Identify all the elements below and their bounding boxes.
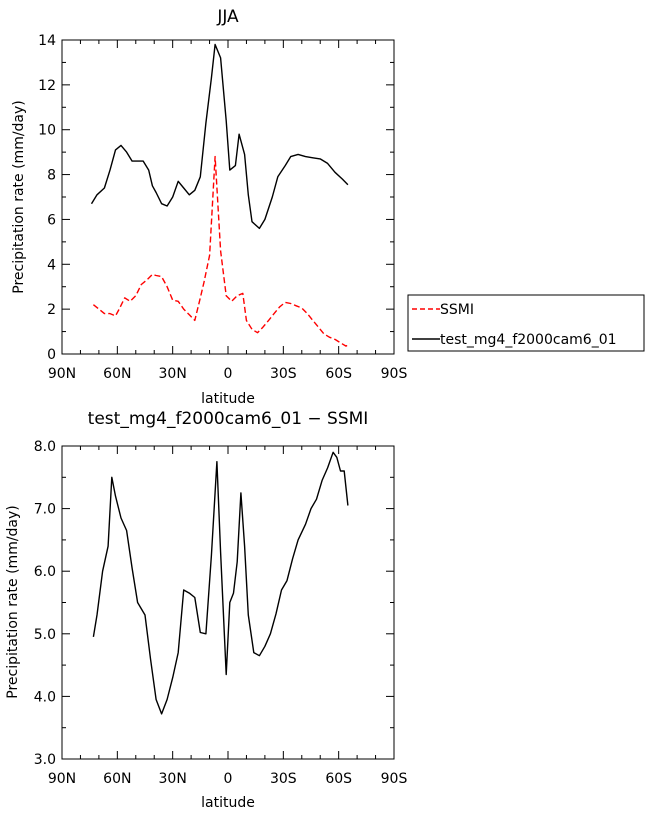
chart-top-title: JJA (216, 7, 239, 27)
bottom-xtick-label: 60N (103, 771, 131, 787)
legend-frame (407, 294, 645, 352)
chart-bottom-xlabel: latitude (201, 795, 255, 811)
chart-top-legend: SSMI test_mg4_f2000cam6_01 (407, 294, 645, 352)
bottom-ytick-label: 6.0 (34, 564, 56, 580)
top-xtick-label: 30S (270, 366, 297, 382)
top-xtick-label: 90N (48, 366, 76, 382)
chart-top-series (90, 43, 351, 347)
chart-top-panel: JJA 90N 60N 30N 0 30S 60S 90S 0 2 4 6 8 10 12 14 latit… (11, 7, 407, 407)
bottom-xtick-label: 60S (325, 771, 352, 787)
top-ytick-label: 4 (47, 257, 56, 273)
top-xtick-label: 0 (224, 366, 233, 382)
bottom-ytick-label: 8.0 (34, 439, 56, 455)
chart-bottom-frame (61, 445, 395, 760)
chart-bottom-ylabel: Precipitation rate (mm/day) (5, 505, 21, 699)
top-series-line-0 (92, 155, 351, 347)
top-ytick-label: 14 (38, 33, 56, 49)
chart-bottom-ticks: 90N 60N 30N 0 30S 60S 90S 3.0 4.0 5.0 6.0 7.0 8.0 (34, 439, 408, 787)
bottom-xtick-label: 30S (270, 771, 297, 787)
top-ytick-label: 0 (47, 347, 56, 363)
top-xtick-label: 90S (381, 366, 408, 382)
chart-bottom-panel: test_mg4_f2000cam6_01 − SSMI 90N 60N 30N 0 3… (5, 409, 407, 811)
bottom-xtick-label: 90S (381, 771, 408, 787)
chart-top-ticks: 90N 60N 30N 0 30S 60S 90S 0 2 4 6 8 10 12 14 (38, 33, 407, 382)
top-xtick-label: 30N (159, 366, 187, 382)
chart-top-ylabel: Precipitation rate (mm/day) (11, 100, 27, 294)
top-ytick-label: 12 (38, 78, 56, 94)
bottom-series-line-0 (92, 451, 349, 715)
bottom-xtick-label: 30N (159, 771, 187, 787)
legend-model-label: test_mg4_f2000cam6_01 (440, 332, 617, 348)
bottom-ytick-label: 3.0 (34, 752, 56, 768)
top-ytick-label: 8 (47, 168, 56, 184)
top-ytick-label: 2 (47, 302, 56, 318)
bottom-ytick-label: 4.0 (34, 689, 56, 705)
legend-ssmi-label: SSMI (440, 302, 474, 318)
chart-top-xlabel: latitude (201, 391, 255, 407)
top-ytick-label: 6 (47, 212, 56, 228)
bottom-ytick-label: 7.0 (34, 502, 56, 518)
chart-bottom-series (92, 451, 349, 715)
bottom-xtick-label: 0 (224, 771, 233, 787)
chart-top-frame (61, 39, 395, 355)
bottom-ytick-label: 5.0 (34, 627, 56, 643)
top-xtick-label: 60N (103, 366, 131, 382)
chart-bottom-title: test_mg4_f2000cam6_01 − SSMI (88, 409, 369, 429)
top-ytick-label: 10 (38, 123, 56, 139)
top-xtick-label: 60S (325, 366, 352, 382)
top-series-line-1 (90, 43, 349, 230)
bottom-xtick-label: 90N (48, 771, 76, 787)
